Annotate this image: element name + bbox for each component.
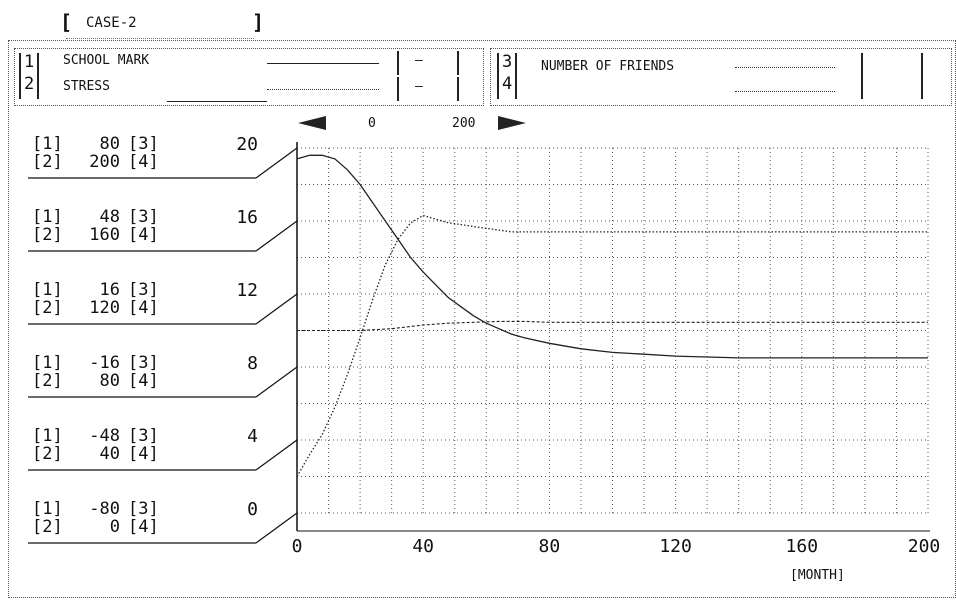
row-index-4: [4] [128,152,159,172]
axis-row: [1] [2] 80 200 [3] [4] 20 [28,134,278,178]
scroll-left-icon[interactable] [298,116,328,130]
row-index-3: [3] [128,353,159,373]
legend-line-blank [735,91,835,92]
y-tick-label: 8 [247,353,258,374]
x-axis-label: [MONTH] [790,568,845,583]
legend-index-2: 2 [24,74,35,94]
legend-index-bracket: 1 2 [19,53,39,99]
legend-value-box-2: — [397,77,459,101]
y-tick-label: 4 [247,426,258,447]
row-index-1: [1] [32,280,63,300]
row-index-1: [1] [32,426,63,446]
row-value-1: -48 [89,426,120,446]
row-index-2: [2] [32,371,63,391]
row-index-1: [1] [32,499,63,519]
row-value-2: 40 [99,444,120,464]
row-value-2: 0 [109,517,120,537]
legend-index-bracket-right: 3 4 [497,53,517,99]
legend-label-school-mark: SCHOOL MARK [63,53,150,68]
row-index-3: [3] [128,499,159,519]
scroll-max-value: 200 [452,116,476,131]
row-index-2: [2] [32,225,63,245]
row-index-1: [1] [32,134,63,154]
right-bracket: ] [252,10,265,34]
legend-index-1: 1 [24,52,35,72]
legend-label-number-of-friends: NUMBER OF FRIENDS [541,59,675,74]
axis-row: [1] [2] -16 80 [3] [4] 8 [28,353,278,397]
legend-line-solid [267,63,379,64]
row-index-2: [2] [32,517,63,537]
legend-value-box-right [861,53,923,99]
row-connector [255,220,298,252]
legend-index-4: 4 [502,74,513,94]
row-index-1: [1] [32,207,63,227]
y-tick-label: 0 [247,499,258,520]
y-tick-label: 20 [236,134,258,155]
row-connector [255,512,298,544]
scroll-right-icon[interactable] [498,116,528,130]
series-line-school-mark [296,154,928,359]
x-tick-label: 200 [907,536,941,557]
x-tick-label: 80 [538,536,561,557]
row-index-4: [4] [128,371,159,391]
legend-value-box-1: — [397,51,459,75]
left-bracket: [ [60,10,73,34]
row-index-4: [4] [128,517,159,537]
y-tick-label: 12 [236,280,258,301]
row-value-1: -80 [89,499,120,519]
legend-value-2: — [415,79,423,94]
row-value-1: 16 [99,280,120,300]
case-title-box: [ CASE-2 ] [60,8,265,39]
x-tick-label: 0 [291,536,303,557]
row-index-2: [2] [32,152,63,172]
row-index-1: [1] [32,353,63,373]
legend-line-dotted [267,89,379,90]
legend-right: 3 4 NUMBER OF FRIENDS [490,48,952,106]
row-index-4: [4] [128,225,159,245]
row-value-2: 80 [99,371,120,391]
row-index-2: [2] [32,298,63,318]
row-index-3: [3] [128,426,159,446]
legend-left: 1 2 SCHOOL MARK STRESS — — [14,48,484,106]
series-line-stress [296,214,928,477]
row-connector [255,439,298,471]
axis-row: [1] [2] -48 40 [3] [4] 4 [28,426,278,470]
row-value-1: -16 [89,353,120,373]
row-index-4: [4] [128,298,159,318]
series-line-number-of-friends [297,320,928,332]
row-index-3: [3] [128,207,159,227]
row-value-2: 200 [89,152,120,172]
row-index-4: [4] [128,444,159,464]
axis-row: [1] [2] -80 0 [3] [4] 0 [28,499,278,543]
row-value-2: 120 [89,298,120,318]
row-value-2: 160 [89,225,120,245]
row-connector [255,147,298,179]
legend-underline [167,101,267,102]
row-index-2: [2] [32,444,63,464]
case-title-underline [66,38,254,39]
row-index-3: [3] [128,134,159,154]
scroll-min-value: 0 [368,116,376,131]
row-value-1: 80 [99,134,120,154]
x-tick-label: 160 [785,536,819,557]
row-connector [255,366,298,398]
x-tick-label: 40 [412,536,435,557]
row-connector [255,293,298,325]
case-title: CASE-2 [86,15,137,31]
legend-label-stress: STRESS [63,79,110,94]
row-value-1: 48 [99,207,120,227]
legend-line-friends [735,67,835,68]
legend-value-1: — [415,53,423,68]
legend-index-3: 3 [502,52,513,72]
axis-row: [1] [2] 48 160 [3] [4] 16 [28,207,278,251]
x-tick-label: 120 [659,536,692,557]
row-index-3: [3] [128,280,159,300]
y-tick-label: 16 [236,207,258,228]
axis-row: [1] [2] 16 120 [3] [4] 12 [28,280,278,324]
